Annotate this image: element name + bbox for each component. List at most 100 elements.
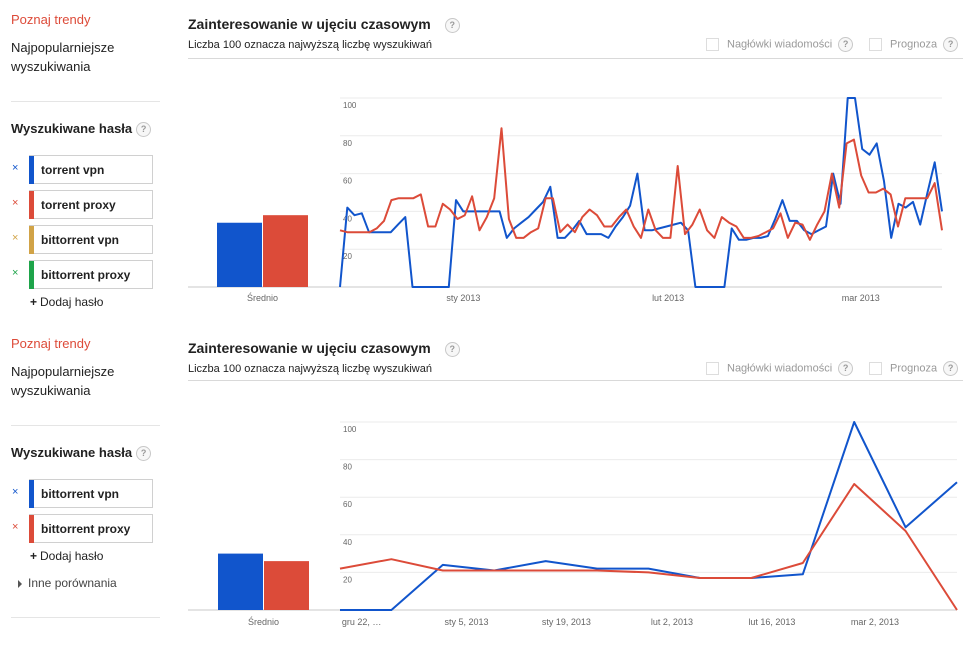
forecast-checkbox[interactable] [869,38,882,51]
average-bar[interactable] [218,553,263,610]
news-headlines-label: Nagłówki wiadomości [727,38,833,51]
forecast-option[interactable]: Prognoza? [869,361,959,376]
help-icon[interactable]: ? [136,446,152,462]
term-color-bar [29,156,34,184]
add-term-label: Dodaj hasło [40,549,104,563]
search-terms-heading: Wyszukiwane hasła? [11,121,152,138]
y-tick-label: 40 [343,538,352,547]
help-icon[interactable]: ? [444,17,460,33]
help-icon[interactable]: ? [444,341,460,357]
search-terms-heading-label: Wyszukiwane hasła [11,121,133,136]
remove-term-icon[interactable]: × [12,267,19,279]
term-color-bar [29,480,34,508]
chart-title-label: Zainteresowanie w ujęciu czasowym [188,340,431,356]
divider [11,101,160,102]
remove-term-icon[interactable]: × [12,162,19,174]
news-headlines-label: Nagłówki wiadomości [727,362,833,375]
term-label[interactable]: torrent proxy [41,198,116,212]
other-comparisons-toggle[interactable]: Inne porównania [18,576,117,590]
trends-panel-1: Poznaj trendy Najpopularniejsze wyszukiw… [0,0,977,322]
top-searches-link[interactable]: Najpopularniejsze wyszukiwania [11,40,115,74]
x-tick-label: mar 2013 [842,293,880,303]
chart-subtitle: Liczba 100 oznacza najwyższą liczbę wysz… [188,363,432,375]
x-tick-label: lut 2013 [652,293,684,303]
explore-trends-link[interactable]: Poznaj trendy [11,12,91,27]
add-term-button[interactable]: + Dodaj hasło [30,295,103,309]
x-tick-label: sty 5, 2013 [444,617,488,627]
forecast-option[interactable]: Prognoza? [869,37,959,52]
series-line[interactable] [339,127,943,241]
term-label[interactable]: torrent vpn [41,163,105,177]
help-icon[interactable]: ? [838,37,854,52]
series-line[interactable] [340,421,958,611]
y-tick-label: 20 [343,575,352,584]
x-tick-label: gru 22, … [342,617,382,627]
header-divider [188,58,963,59]
forecast-checkbox[interactable] [869,362,882,375]
search-term-bittorrent-vpn[interactable]: × bittorrent vpn [12,479,154,508]
search-term-torrent-proxy[interactable]: × torrent proxy [12,190,154,219]
chart-title: Zainteresowanie w ujęciu czasowym? [188,16,460,33]
help-icon[interactable]: ? [943,37,959,52]
add-term-label: Dodaj hasło [40,295,104,309]
plus-icon: + [30,549,38,563]
y-tick-label: 60 [343,500,352,509]
search-term-torrent-vpn[interactable]: × torrent vpn [12,155,154,184]
trends-panel-2: Poznaj trendy Najpopularniejsze wyszukiw… [0,324,977,651]
news-headlines-checkbox[interactable] [706,362,719,375]
interest-over-time-chart: 100 80 60 40 20 Średnio gru 22, … sty 5, 2013 st… [188,421,958,627]
search-term-bittorrent-vpn[interactable]: × bittorrent vpn [12,225,154,254]
news-headlines-option[interactable]: Nagłówki wiadomości? [706,37,854,52]
help-icon[interactable]: ? [136,122,152,138]
header-divider [188,380,963,381]
divider [11,425,160,426]
term-label[interactable]: bittorrent proxy [41,268,131,282]
y-tick-label: 80 [343,139,352,148]
news-headlines-checkbox[interactable] [706,38,719,51]
x-tick-label: lut 2, 2013 [651,617,693,627]
chart-title-label: Zainteresowanie w ujęciu czasowym [188,16,431,32]
chart-subtitle: Liczba 100 oznacza najwyższą liczbę wysz… [188,39,432,51]
y-tick-label: 80 [343,463,352,472]
y-tick-label: 60 [343,177,352,186]
remove-term-icon[interactable]: × [12,521,19,533]
term-label[interactable]: bittorrent proxy [41,522,131,536]
term-color-bar [29,191,34,219]
average-label: Średnio [248,616,279,627]
plus-icon: + [30,295,38,309]
average-bar[interactable] [263,215,308,287]
divider [11,617,160,618]
series-line[interactable] [339,97,943,288]
explore-trends-link[interactable]: Poznaj trendy [11,336,91,351]
y-tick-label: 100 [343,425,357,434]
x-tick-label: sty 19, 2013 [542,617,591,627]
search-term-bittorrent-proxy[interactable]: × bittorrent proxy [12,260,154,289]
y-tick-label: 20 [343,252,352,261]
average-bar[interactable] [217,222,262,287]
search-term-bittorrent-proxy[interactable]: × bittorrent proxy [12,514,154,543]
term-label[interactable]: bittorrent vpn [41,487,119,501]
x-tick-label: sty 2013 [446,293,480,303]
average-bar[interactable] [264,561,309,610]
term-label[interactable]: bittorrent vpn [41,233,119,247]
interest-over-time-chart: 100 80 60 40 20 Średnio sty 2013 lut 2013 mar 20… [188,97,943,303]
remove-term-icon[interactable]: × [12,486,19,498]
help-icon[interactable]: ? [838,361,854,376]
forecast-label: Prognoza [890,362,938,375]
remove-term-icon[interactable]: × [12,232,19,244]
search-terms-heading: Wyszukiwane hasła? [11,445,152,462]
term-color-bar [29,226,34,254]
help-icon[interactable]: ? [943,361,959,376]
top-searches-link[interactable]: Najpopularniejsze wyszukiwania [11,364,115,398]
y-tick-label: 40 [343,214,352,223]
remove-term-icon[interactable]: × [12,197,19,209]
term-color-bar [29,261,34,289]
x-tick-label: lut 16, 2013 [748,617,795,627]
series-line[interactable] [339,483,958,611]
other-comparisons-label: Inne porównania [28,576,117,590]
search-terms-heading-label: Wyszukiwane hasła [11,445,133,460]
chart-title: Zainteresowanie w ujęciu czasowym? [188,340,460,357]
add-term-button[interactable]: + Dodaj hasło [30,549,103,563]
news-headlines-option[interactable]: Nagłówki wiadomości? [706,361,854,376]
term-color-bar [29,515,34,543]
